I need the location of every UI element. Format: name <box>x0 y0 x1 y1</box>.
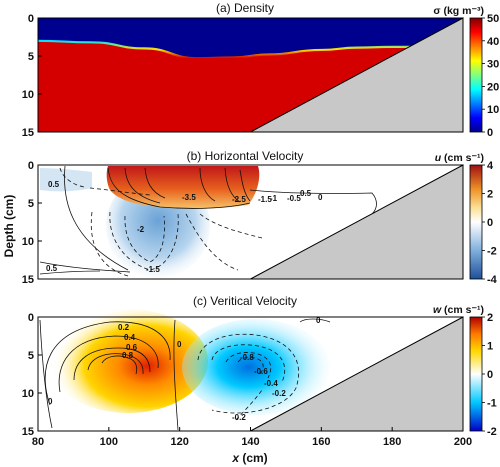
w-contour-lines <box>39 318 331 431</box>
u-contour-lines <box>39 165 377 275</box>
colorbar-vertical-velocity <box>469 316 483 432</box>
w-contour-label: 0.8 <box>122 351 134 360</box>
colorbar-tick-label: 30 <box>487 59 499 71</box>
y-tick-label: 10 <box>22 236 34 248</box>
w-contour-label: -0.4 <box>264 379 278 388</box>
colorbar-tick-label: -4 <box>487 274 498 286</box>
colorbar-c-unit: (cm s⁻¹) <box>441 304 484 316</box>
colorbar-tick-label: -1 <box>487 398 497 410</box>
panel-a-frame <box>37 17 464 133</box>
x-tick-label: 120 <box>170 436 188 448</box>
x-tick-label: 180 <box>383 436 401 448</box>
colorbar-b-symbol: u <box>435 152 442 164</box>
u-contour-label: -0.5 <box>287 194 301 203</box>
colorbar-tick-label: -2 <box>487 246 497 258</box>
y-tick-label: 15 <box>22 127 34 139</box>
w-contour-label: -0.2 <box>232 413 246 422</box>
y-tick-label: 5 <box>28 198 34 210</box>
u-contour-label: -1.5 <box>258 195 272 204</box>
colorbar-a-label: σ (kg m⁻³) <box>433 5 484 17</box>
u-positive-jet <box>106 166 260 209</box>
colorbar-tick-label: 10 <box>487 104 499 116</box>
u-contour-label: 0.5 <box>300 189 312 198</box>
colorbar-b-ticks: -4 -2 0 2 4 <box>482 160 498 286</box>
colorbar-tick-label: 0 <box>487 217 493 229</box>
panel-c-title: (c) Veritical Velocity <box>193 294 297 308</box>
y-tick-label: 0 <box>28 160 34 172</box>
x-axis-label: x (cm) <box>231 451 267 465</box>
x-axis-unit: (cm) <box>239 451 268 465</box>
x-axis-symbol: x <box>231 451 240 465</box>
y-tick-label: 10 <box>22 388 34 400</box>
colorbar-tick-label: 20 <box>487 81 499 93</box>
panel-a-title: (a) Density <box>216 1 274 15</box>
colorbar-tick-label: -2 <box>487 426 497 438</box>
colorbar-c-symbol: w <box>433 304 442 316</box>
u-contour-label: 0.5 <box>48 180 60 189</box>
x-tick-label: 160 <box>312 436 330 448</box>
panel-c-x-ticks: 80 100 120 140 160 180 200 <box>32 427 472 448</box>
panel-b-title: (b) Horizontal Velocity <box>187 149 304 163</box>
density-interface <box>37 39 464 60</box>
y-tick-label: 15 <box>22 274 34 286</box>
u-contour-lines-negative <box>59 167 263 277</box>
w-positive-cell <box>48 309 208 413</box>
colorbar-b-label: u (cm s⁻¹) <box>435 152 484 164</box>
panel-a-y-ticks: 0 5 10 15 <box>22 13 42 139</box>
colorbar-tick-label: 0 <box>487 369 493 381</box>
w-contour-labels: 0.2 0.4 0.6 0.8 0 0 -0.2 -0.4 -0.6 -0.8 … <box>48 316 321 422</box>
y-tick-label: 5 <box>28 51 34 63</box>
u-contour-labels: -3.5 -2.5 -1.5 -1 -0.5 0 0.5 -1.5 -2 0.5… <box>46 180 323 274</box>
x-tick-label: 100 <box>100 436 118 448</box>
y-tick-label: 0 <box>28 312 34 324</box>
panel-density: (a) Density 0 5 10 15 σ (kg m⁻³) 0 10 20 30 40 5… <box>22 1 500 139</box>
w-contour-label: -0.8 <box>240 353 254 362</box>
colorbar-tick-label: 4 <box>487 160 494 172</box>
u-contour-label: 0.5 <box>46 264 58 273</box>
y-tick-label: 15 <box>22 426 34 438</box>
w-contour-label: 0.6 <box>126 343 138 352</box>
u-contour-label: -2.5 <box>232 195 246 204</box>
x-tick-label: 80 <box>32 436 44 448</box>
x-tick-label: 200 <box>454 436 472 448</box>
w-contour-label: 0 <box>177 340 182 349</box>
panel-b-y-ticks: 0 5 10 15 <box>22 160 42 286</box>
x-tick-label: 140 <box>241 436 259 448</box>
u-negative-lobe-left <box>40 168 92 192</box>
y-axis-label: Depth (cm) <box>2 195 16 258</box>
u-contour-label: -1 <box>270 194 278 203</box>
w-contour-label: 0.2 <box>118 323 130 332</box>
u-contour-label: -2 <box>137 225 145 234</box>
colorbar-horizontal-velocity <box>469 164 483 280</box>
u-contour-label: -3.5 <box>182 193 196 202</box>
y-tick-label: 10 <box>22 89 34 101</box>
y-tick-label: 5 <box>28 350 34 362</box>
panel-horizontal-velocity: (b) Horizontal Velocity -3.5 <box>22 149 498 286</box>
u-contour-label: 0 <box>318 193 323 202</box>
colorbar-tick-label: 1 <box>487 341 493 353</box>
w-negative-cell <box>182 319 330 415</box>
colorbar-tick-label: 50 <box>487 13 499 25</box>
w-contour-lines-negative <box>197 333 300 421</box>
colorbar-tick-label: 40 <box>487 36 499 48</box>
w-contour-label: -0.2 <box>272 389 286 398</box>
colorbar-b-unit: (cm s⁻¹) <box>441 152 484 164</box>
w-contour-label: -0.6 <box>254 367 268 376</box>
colorbar-density <box>469 17 483 133</box>
colorbar-a-ticks: 0 10 20 30 40 50 <box>482 13 499 139</box>
colorbar-tick-label: 0 <box>487 127 493 139</box>
colorbar-tick-label: 2 <box>487 312 493 324</box>
y-tick-label: 0 <box>28 13 34 25</box>
w-contour-label: 0.4 <box>124 333 136 342</box>
colorbar-c-label: w (cm s⁻¹) <box>433 304 484 316</box>
u-contour-label: -1.5 <box>146 265 160 274</box>
w-contour-label: 0 <box>48 397 53 406</box>
colorbar-tick-label: 2 <box>487 189 493 201</box>
colorbar-c-ticks: -2 -1 0 1 2 <box>482 312 497 438</box>
w-contour-label: 0 <box>316 316 321 325</box>
panel-vertical-velocity: (c) Veritical Velocity 0.2 0.4 0.6 0.8 <box>22 294 497 448</box>
panel-c-y-ticks: 0 5 10 15 <box>22 312 42 438</box>
panel-b-frame <box>37 164 464 280</box>
